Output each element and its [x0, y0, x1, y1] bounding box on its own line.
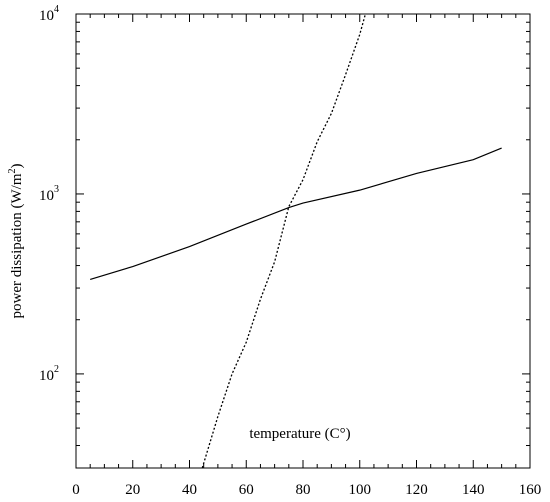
- plot-frame: [75, 13, 531, 469]
- series-layer: [90, 13, 502, 469]
- series-line-dotted: [201, 13, 367, 469]
- x-tick-label: 40: [182, 482, 197, 498]
- y-tick-label: 103: [39, 184, 59, 204]
- x-tick-label: 20: [125, 482, 140, 498]
- x-tick-label: 80: [296, 482, 311, 498]
- y-axis-label: power dissipation (W/m2): [7, 164, 25, 319]
- x-tick-label: 120: [405, 482, 428, 498]
- y-tick-label: 104: [39, 4, 59, 24]
- x-tick-label: 100: [349, 482, 372, 498]
- x-tick-label: 140: [462, 482, 485, 498]
- major-ticks: [75, 13, 531, 468]
- series-line-solid: [90, 147, 502, 280]
- x-tick-label: 160: [519, 482, 542, 498]
- y-tick-labels: 102 103 104: [39, 4, 59, 384]
- minor-ticks: [76, 14, 530, 469]
- x-axis-label: temperature (C°): [249, 426, 350, 442]
- x-tick-label: 0: [72, 482, 80, 498]
- x-tick-labels: 0 20 40 60 80 100 120 140 160: [72, 482, 541, 498]
- x-tick-label: 60: [239, 482, 254, 498]
- y-tick-label: 102: [39, 364, 59, 384]
